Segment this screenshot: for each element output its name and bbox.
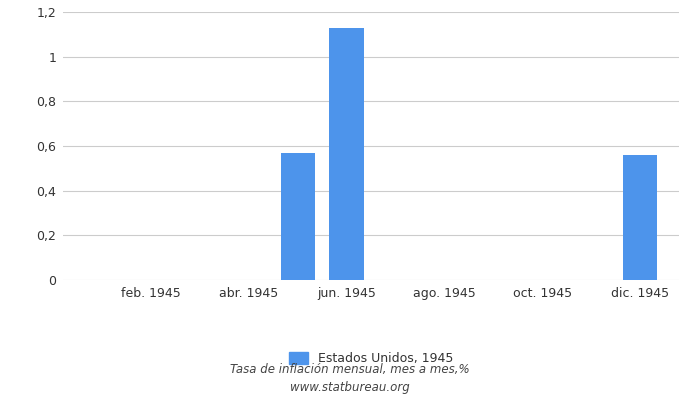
Text: www.statbureau.org: www.statbureau.org	[290, 382, 410, 394]
Bar	[281, 153, 315, 280]
Legend: Estados Unidos, 1945: Estados Unidos, 1945	[284, 347, 458, 370]
Text: Tasa de inflación mensual, mes a mes,%: Tasa de inflación mensual, mes a mes,%	[230, 364, 470, 376]
Bar	[623, 155, 657, 280]
Bar	[330, 28, 364, 280]
